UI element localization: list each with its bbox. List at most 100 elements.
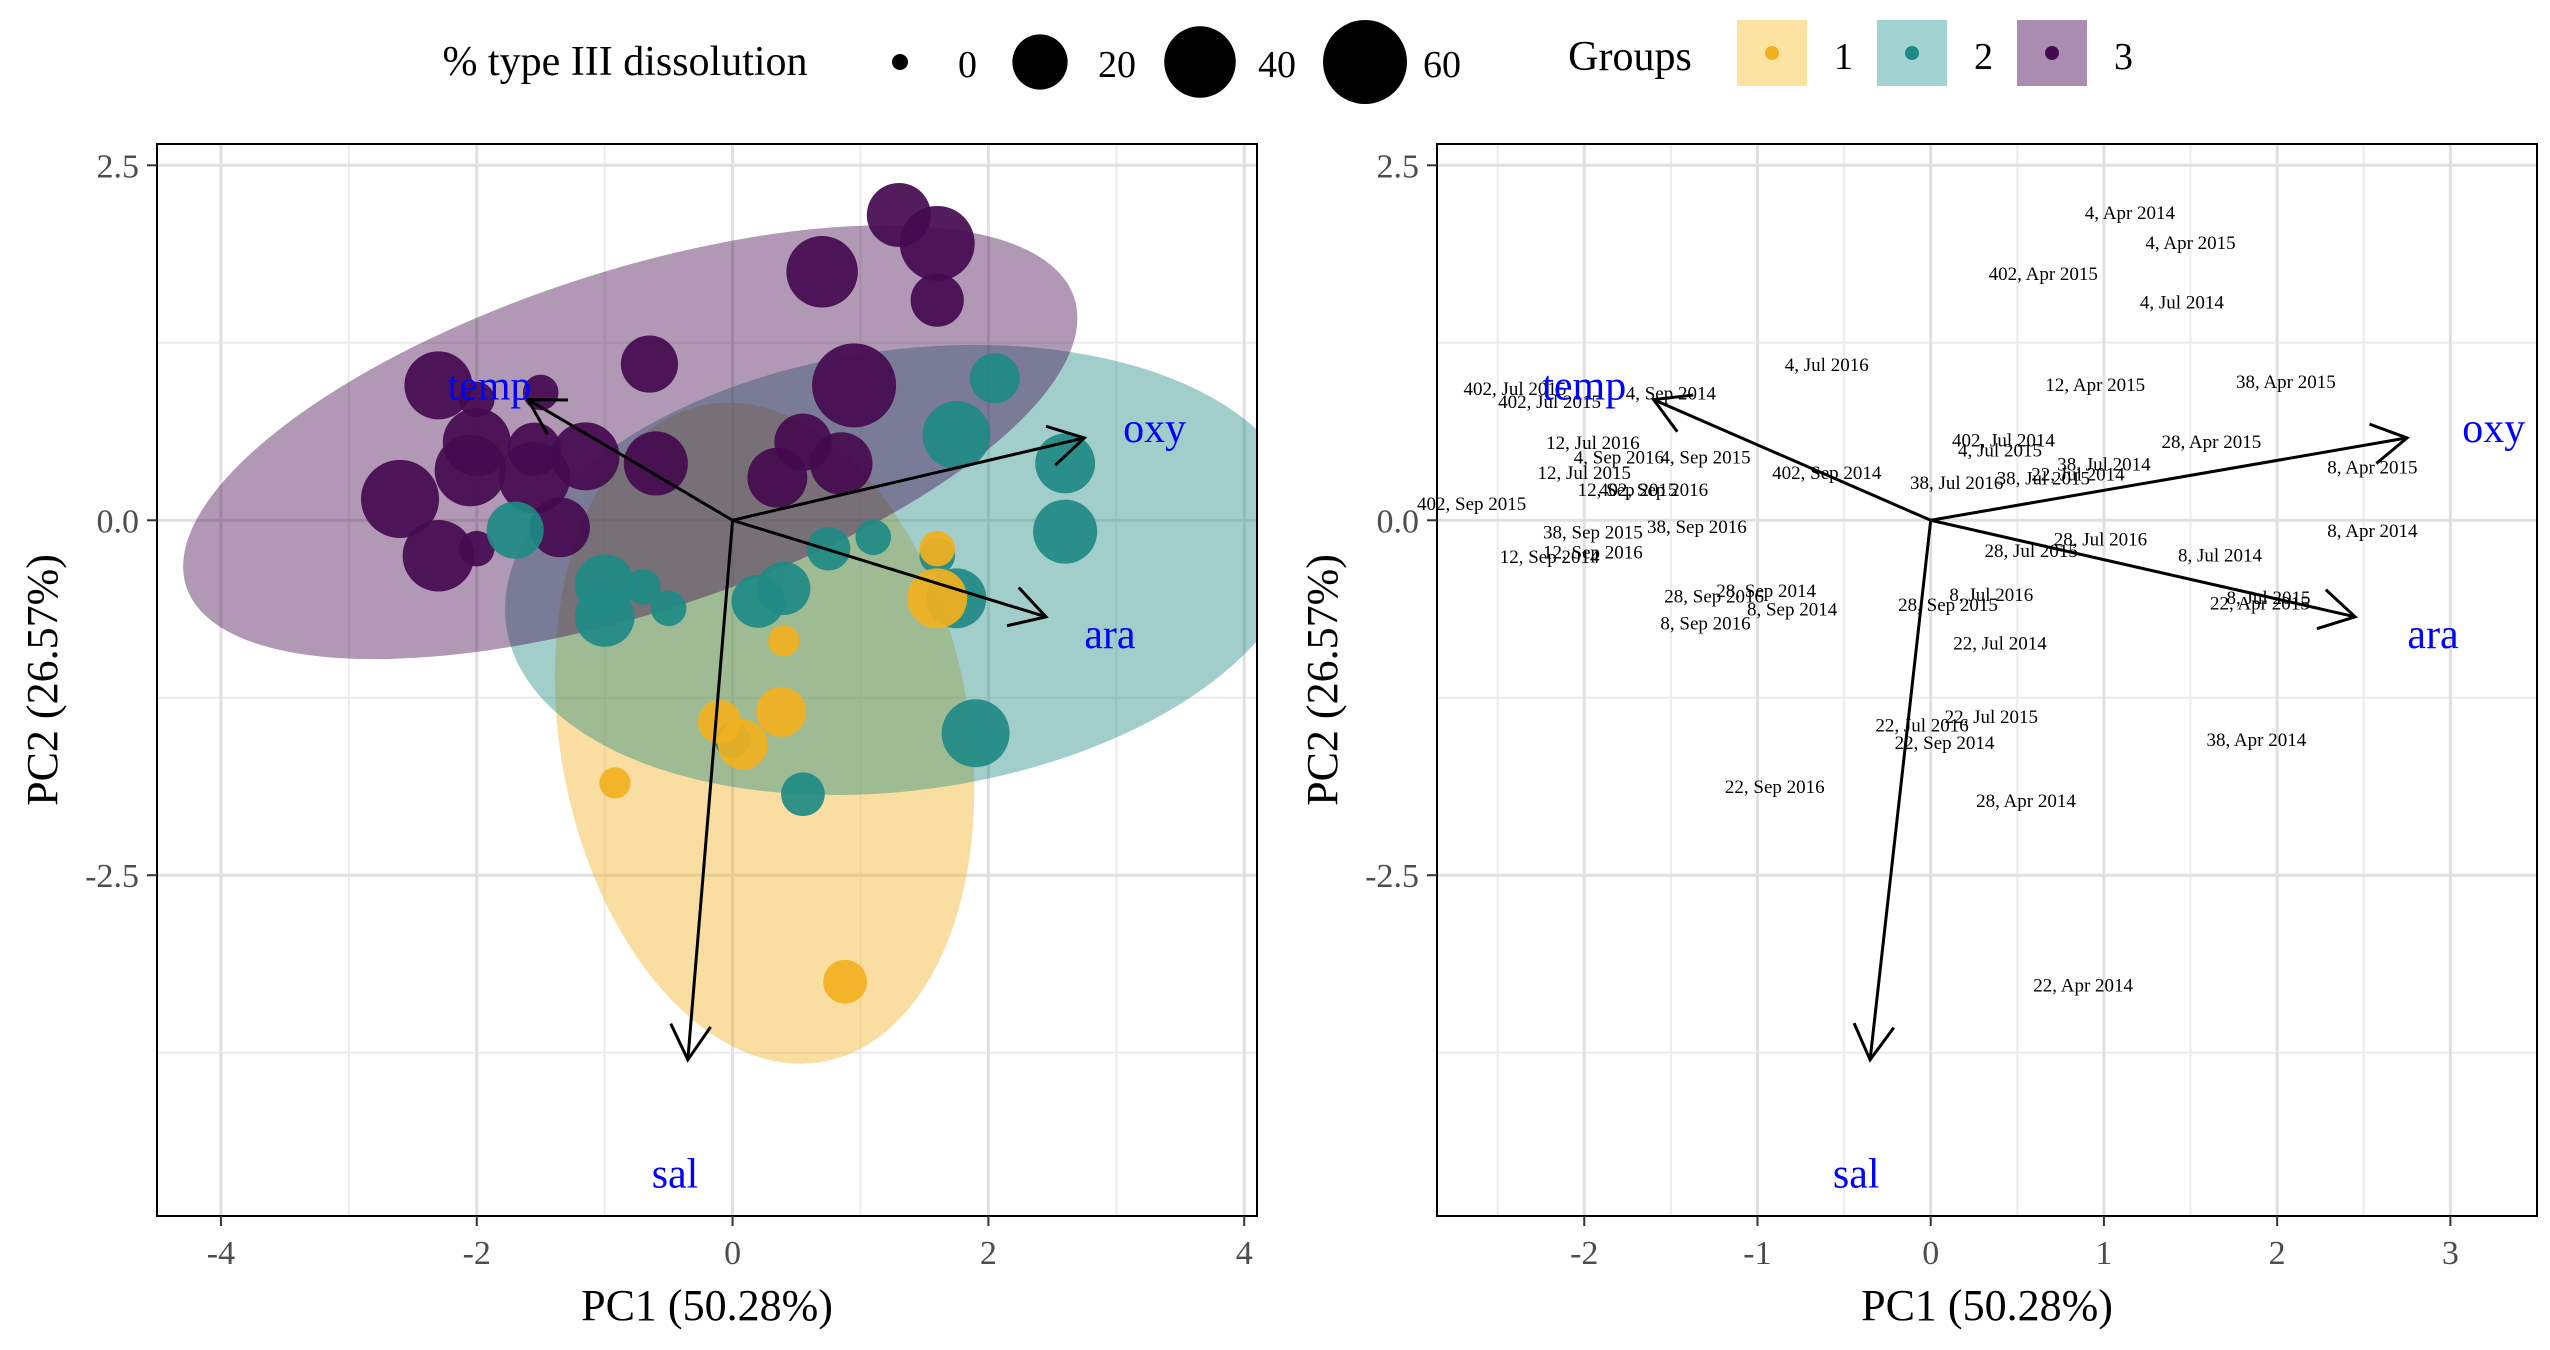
sample-label: 8, Sep 2016 — [1660, 613, 1750, 634]
sample-label: 402, Apr 2015 — [1989, 264, 2098, 285]
y-tick-label: 2.5 — [1377, 148, 1420, 185]
sample-label: 402, Jul 2014 — [1952, 430, 2055, 451]
data-point-group-2 — [922, 401, 991, 470]
right-x-axis-label: PC1 (50.28%) — [1861, 1281, 2113, 1330]
x-tick-label: 2 — [2269, 1235, 2286, 1272]
sample-label: 38, Apr 2015 — [2236, 372, 2336, 393]
vector-arrowhead-oxy — [1045, 424, 1088, 467]
sample-label: 22, Jul 2014 — [2031, 464, 2125, 485]
right-sample-labels: 4, Apr 2014 4, Apr 2015 402, Apr 2015 4, Ju… — [1417, 203, 2418, 996]
group-legend-keys: 1 2 3 — [1737, 20, 2133, 86]
size-legend-keys: 0 20 40 60 — [892, 20, 1461, 104]
data-point-group-2 — [969, 353, 1020, 404]
vector-label-temp: temp — [1542, 363, 1626, 409]
data-point-group-3 — [620, 335, 679, 393]
group-legend-dot-2 — [1905, 46, 1919, 60]
data-point-group-3 — [812, 343, 897, 428]
vector-arrowhead-temp — [525, 398, 568, 436]
sample-label: 4, Sep 2014 — [1626, 383, 1717, 404]
sample-label: 4, Jul 2015 — [1958, 440, 2042, 461]
y-tick-label: 0.0 — [1377, 503, 1420, 540]
group-legend-dot-1 — [1765, 46, 1779, 60]
data-point-group-2 — [855, 519, 892, 556]
data-point-group-2 — [650, 590, 687, 627]
vector-label-oxy: oxy — [1123, 406, 1186, 452]
x-tick-label: 3 — [2442, 1235, 2459, 1272]
sample-label: 38, Sep 2016 — [1647, 517, 1747, 538]
right-vectors: temp oxy ara sal — [1542, 363, 2525, 1197]
y-tick-label: 0.0 — [97, 503, 140, 540]
data-point-group-3 — [747, 447, 808, 508]
data-point-group-1 — [717, 719, 768, 770]
sample-label: 28, Apr 2015 — [2161, 432, 2261, 453]
sample-label: 12, Sep 2016 — [1543, 543, 1643, 564]
vector-label-ara: ara — [2407, 612, 2459, 658]
loading-vector-temp — [1652, 398, 1932, 522]
size-legend-key-20 — [1012, 34, 1068, 90]
x-tick-label: -4 — [207, 1235, 235, 1272]
data-point-group-3 — [458, 381, 495, 418]
group-legend-label: 3 — [2114, 36, 2133, 78]
loading-vector-oxy — [732, 436, 1085, 522]
y-tick-label: -2.5 — [1365, 858, 1419, 895]
data-point-group-2 — [1035, 433, 1096, 494]
size-legend-label: 0 — [958, 44, 977, 86]
y-tick-label: 2.5 — [97, 148, 140, 185]
group-legend-dot-3 — [2045, 46, 2059, 60]
vector-label-sal: sal — [652, 1151, 699, 1197]
sample-label: 8, Jul 2014 — [2178, 545, 2262, 566]
vector-label-ara: ara — [1084, 612, 1136, 658]
sample-label: 38, Apr 2014 — [2206, 730, 2306, 751]
size-legend-key-0 — [892, 54, 908, 70]
right-axis-ticks: -2 -1 0 1 2 3 2.5 0.0 -2.5 — [1365, 148, 2459, 1272]
left-vectors: temp oxy ara sal — [448, 363, 1187, 1197]
sample-label: 12, Jul 2016 — [1546, 433, 1639, 454]
data-point-group-1 — [756, 686, 807, 737]
vector-label-temp: temp — [448, 363, 532, 409]
sample-label: 22, Apr 2014 — [2033, 976, 2133, 997]
vector-arrowhead-ara — [1006, 586, 1049, 628]
loading-vector-oxy — [1930, 436, 2408, 522]
data-point-group-1 — [599, 767, 631, 799]
data-point-group-3 — [786, 236, 858, 308]
left-points — [360, 182, 1098, 1004]
vector-arrowhead-oxy — [2369, 422, 2411, 465]
group-legend-label: 2 — [1974, 36, 1993, 78]
data-point-group-2 — [781, 772, 825, 817]
sample-label: 402, Jul 2015 — [1498, 392, 1601, 413]
data-point-group-2 — [486, 501, 544, 559]
vector-label-oxy: oxy — [2462, 406, 2525, 452]
data-point-group-3 — [404, 351, 473, 420]
data-point-group-3 — [458, 530, 495, 567]
right-plot-border — [1436, 143, 2538, 1217]
x-tick-label: -1 — [1743, 1235, 1771, 1272]
x-tick-label: -2 — [463, 1235, 491, 1272]
sample-label: 22, Sep 2014 — [1895, 733, 1995, 754]
sample-label: 38, Jul 2016 — [1910, 473, 2003, 494]
left-plot-border — [156, 143, 1258, 1217]
data-point-group-1 — [823, 959, 868, 1004]
sample-label: 8, Apr 2014 — [2327, 521, 2418, 542]
group-legend-label: 1 — [1834, 36, 1853, 78]
x-tick-label: 0 — [724, 1235, 741, 1272]
data-point-group-3 — [498, 441, 571, 514]
left-axis-ticks: -4 -2 0 2 4 2.5 0.0 -2.5 — [85, 148, 1253, 1272]
sample-label: 22, Jul 2016 — [1875, 716, 1968, 737]
data-point-group-3 — [810, 432, 873, 495]
data-point-group-3 — [529, 497, 590, 558]
sample-label: 28, Sep 2016 — [1664, 587, 1764, 608]
sample-label: 8, Sep 2014 — [1747, 599, 1838, 620]
sample-label: 4, Jul 2014 — [2140, 293, 2224, 314]
size-legend-key-40 — [1164, 26, 1236, 98]
x-tick-label: -2 — [1570, 1235, 1598, 1272]
confidence-ellipse-group-2 — [505, 344, 1257, 795]
sample-label: 12, Apr 2015 — [2045, 375, 2145, 396]
left-plot-background — [157, 144, 1257, 1216]
loading-vector-ara — [732, 518, 1047, 619]
sample-label: 38, Jul 2014 — [2057, 454, 2151, 475]
x-tick-label: 4 — [1236, 1235, 1253, 1272]
data-point-group-3 — [360, 459, 440, 539]
sample-label: 22, Apr 2015 — [2210, 594, 2310, 615]
sample-label: 8, Apr 2015 — [2327, 457, 2417, 478]
